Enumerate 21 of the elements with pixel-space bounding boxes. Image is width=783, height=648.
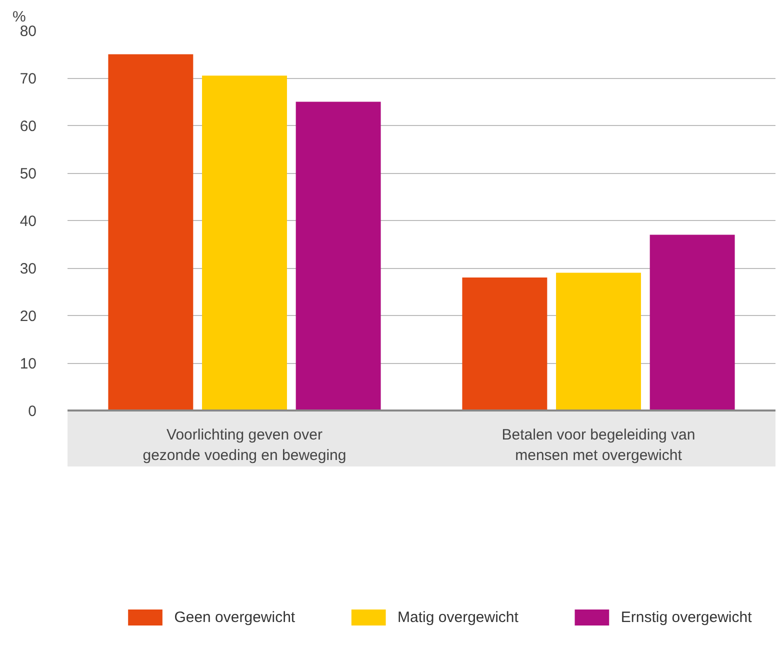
legend-label: Matig overgewicht [398, 609, 520, 626]
legend-label: Geen overgewicht [174, 609, 296, 626]
legend-label: Ernstig overgewicht [620, 609, 753, 626]
bar [108, 54, 194, 410]
y-tick-label: 70 [20, 70, 37, 88]
y-tick-label: 60 [20, 118, 37, 135]
bar [650, 234, 735, 410]
y-tick-label: 0 [28, 403, 36, 420]
y-tick-label: 10 [20, 356, 37, 372]
x-tick-label: Voorlichting geven over gezonde voeding en beweging [142, 426, 346, 464]
x-tick-label: Betalen voor begeleiding van mensen met overgewicht [502, 426, 696, 464]
bar [462, 278, 548, 410]
y-axis-title: % [12, 8, 26, 26]
y-tick-label: 30 [20, 260, 37, 278]
bar [296, 102, 381, 410]
bar [202, 76, 287, 410]
bar [556, 272, 641, 410]
y-tick-label: 80 [20, 23, 37, 40]
y-tick-label: 40 [20, 213, 37, 230]
y-tick-label: 20 [20, 308, 37, 325]
y-tick-label: 50 [20, 166, 37, 182]
